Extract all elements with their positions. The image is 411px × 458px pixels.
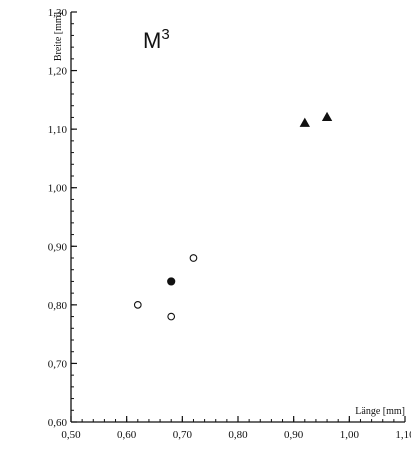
tick-labels-group: 0,500,600,700,800,901,001,100,600,700,80… <box>48 7 411 441</box>
x-tick-label: 0,50 <box>61 429 81 441</box>
x-tick-label: 1,00 <box>340 429 360 441</box>
y-tick-label: 0,60 <box>48 417 68 429</box>
x-tick-label: 0,80 <box>228 429 248 441</box>
chart-title-main: M <box>143 28 161 53</box>
y-tick-label: 1,30 <box>48 7 68 19</box>
data-point-open-circle <box>133 301 142 309</box>
data-point-filled-circle <box>167 277 176 286</box>
x-tick-label: 0,70 <box>173 429 193 441</box>
chart-title: M3 <box>143 26 170 53</box>
data-point-filled-triangle <box>321 111 333 122</box>
y-tick-label: 0,80 <box>48 300 68 312</box>
data-point-open-circle <box>167 312 176 321</box>
chart-title-superscript: 3 <box>161 26 169 43</box>
x-tick-label: 1,10 <box>395 429 411 441</box>
y-tick-label: 1,00 <box>48 183 68 195</box>
y-tick-label: 0,70 <box>48 358 68 370</box>
x-tick-label: 0,60 <box>117 429 137 441</box>
data-point-filled-triangle <box>299 117 310 127</box>
ticks-group <box>70 11 406 423</box>
data-points-group <box>133 111 333 321</box>
data-point-open-circle <box>189 254 198 262</box>
y-tick-label: 0,90 <box>48 241 68 253</box>
axes-group <box>70 12 405 423</box>
x-tick-label: 0,90 <box>284 429 304 441</box>
y-tick-label: 1,10 <box>48 124 68 136</box>
y-tick-label: 1,20 <box>48 66 68 78</box>
x-axis-title: Länge [mm] <box>355 406 405 417</box>
y-axis-title: Breite [mm] <box>53 12 64 61</box>
